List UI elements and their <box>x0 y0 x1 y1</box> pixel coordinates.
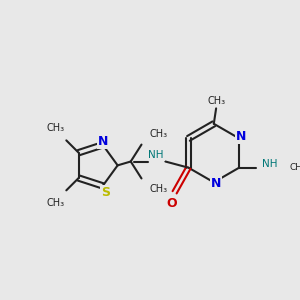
Text: NH: NH <box>148 150 164 160</box>
Text: N: N <box>211 177 221 190</box>
Text: CH₃: CH₃ <box>149 184 167 194</box>
Text: S: S <box>101 185 110 199</box>
Text: CH₃: CH₃ <box>290 163 300 172</box>
Text: CH₃: CH₃ <box>207 96 225 106</box>
Text: CH₃: CH₃ <box>149 129 167 139</box>
Text: O: O <box>166 196 177 210</box>
Text: NH: NH <box>262 159 278 169</box>
Text: N: N <box>236 130 247 143</box>
Text: CH₃: CH₃ <box>46 198 64 208</box>
Text: N: N <box>98 134 109 148</box>
Text: CH₃: CH₃ <box>46 123 64 133</box>
